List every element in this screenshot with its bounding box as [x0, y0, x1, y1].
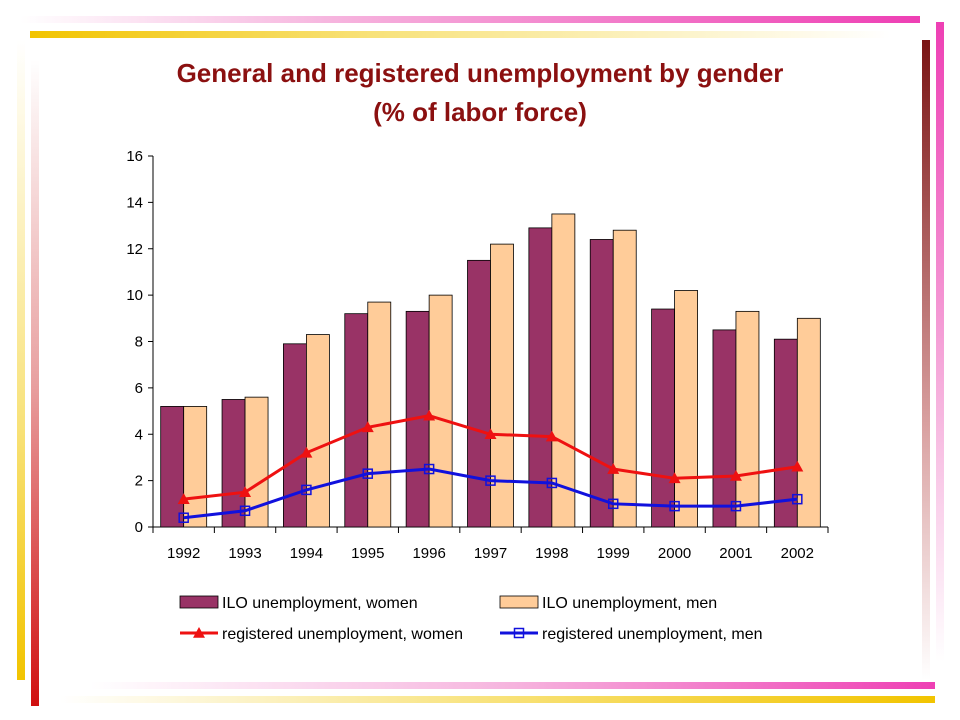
marker-registered-women: [484, 428, 497, 440]
marker-registered-men: [546, 477, 558, 489]
bar-ilo-women: [589, 239, 614, 528]
bar-ilo-men: [183, 406, 208, 528]
marker-registered-women: [361, 421, 374, 433]
marker-registered-women: [729, 469, 742, 481]
x-tick-label: 2002: [781, 545, 814, 562]
marker-registered-men: [485, 475, 496, 486]
x-tick-label: 1996: [412, 545, 445, 562]
bar-ilo-women: [467, 259, 491, 528]
legend-label: registered unemployment, women: [222, 626, 463, 643]
decor-top-yellow-bar: [30, 31, 890, 38]
legend-label: ILO unemployment, women: [222, 595, 418, 612]
marker-registered-men: [423, 463, 435, 475]
y-tick-label: 16: [126, 148, 143, 165]
marker-registered-men: [607, 498, 619, 510]
marker-registered-men: [730, 500, 742, 512]
marker-registered-women: [300, 446, 313, 458]
y-tick-label: 12: [126, 241, 143, 258]
marker-registered-men: [178, 512, 189, 523]
marker-registered-women: [607, 463, 620, 474]
decor-left-red-bar: [31, 60, 39, 706]
line-registered-men: [183, 467, 798, 520]
x-tick-label: 1992: [167, 545, 200, 562]
chart-title: General and registered unemployment by g…: [176, 58, 784, 88]
decor-bottom-pink-bar: [90, 682, 935, 689]
legend-swatch-ilo-men: [499, 595, 539, 609]
bar-ilo-men: [735, 310, 760, 528]
bar-ilo-women: [344, 313, 369, 528]
y-tick-label: 6: [135, 380, 143, 397]
x-tick-label: 1993: [228, 545, 261, 562]
bar-ilo-women: [221, 399, 246, 528]
marker-registered-women: [791, 460, 804, 472]
marker-registered-men: [792, 493, 803, 505]
marker-registered-men: [239, 505, 251, 517]
marker-registered-women: [177, 493, 190, 504]
decor-right-maroon-bar: [922, 40, 930, 680]
bar-ilo-women: [651, 308, 675, 528]
y-tick-label: 14: [126, 194, 143, 211]
legend-swatch-ilo-women: [179, 595, 219, 609]
decor-left-yellow-bar: [17, 40, 25, 680]
marker-registered-women: [239, 486, 252, 498]
x-tick-label: 2001: [719, 545, 752, 562]
chart-subtitle: (% of labor force): [373, 97, 587, 127]
legend-marker-registered-women: [193, 627, 205, 638]
marker-registered-women: [545, 430, 558, 442]
bar-ilo-men: [612, 229, 637, 528]
plot-area: 0 2 4 6 8 10 12 14 16 1992 1993 1994 1995 1996 1997 199…: [126, 148, 829, 562]
marker-registered-women: [668, 472, 681, 484]
y-tick-label: 4: [135, 426, 143, 443]
x-tick-label: 1999: [597, 545, 630, 562]
decor-bottom-yellow-bar: [60, 696, 935, 703]
bar-ilo-men: [367, 301, 392, 528]
bar-ilo-men: [490, 243, 514, 528]
legend-label: ILO unemployment, men: [542, 595, 717, 612]
marker-registered-men: [301, 484, 312, 496]
chart-legend: ILO unemployment, women ILO unemployment,…: [179, 595, 763, 643]
legend-marker-registered-men: [513, 627, 525, 639]
bar-ilo-men: [428, 294, 453, 528]
x-tick-label: 2000: [658, 545, 691, 562]
bar-ilo-women: [160, 406, 185, 528]
bar-ilo-men: [244, 396, 269, 528]
legend-label: registered unemployment, men: [542, 626, 763, 643]
x-tick-label: 1997: [474, 545, 507, 562]
y-tick-label: 8: [135, 334, 143, 351]
y-tick-label: 10: [126, 287, 143, 304]
decor-top-pink-bar: [20, 16, 920, 23]
bar-ilo-men: [796, 317, 821, 528]
bar-ilo-men: [551, 213, 576, 528]
marker-registered-men: [669, 500, 680, 512]
y-tick-label: 2: [135, 473, 143, 490]
decor-right-pink-bar: [936, 22, 944, 662]
bar-ilo-women: [712, 329, 737, 528]
y-tick-label: 0: [135, 519, 143, 536]
x-tick-label: 1994: [290, 545, 323, 562]
bar-ilo-men: [674, 290, 698, 528]
x-tick-label: 1995: [351, 545, 384, 562]
bar-ilo-women: [283, 343, 307, 528]
bar-ilo-men: [306, 334, 330, 528]
marker-registered-men: [362, 468, 374, 479]
marker-registered-women: [423, 409, 436, 421]
x-tick-label: 1998: [535, 545, 568, 562]
